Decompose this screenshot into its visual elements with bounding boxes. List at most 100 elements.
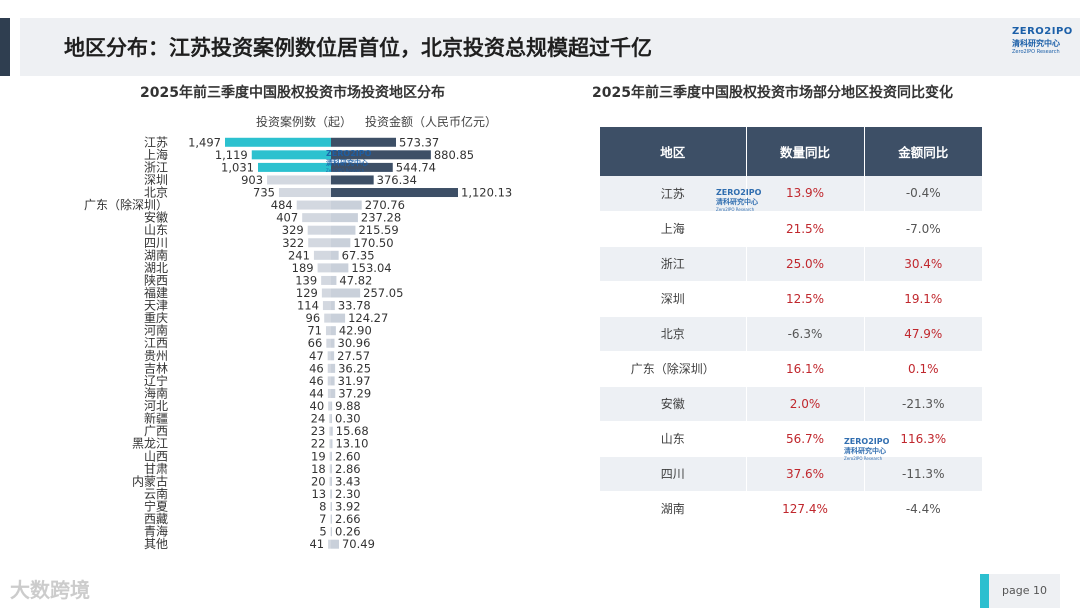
category-label: 安徽: [144, 210, 168, 225]
count-bar: [302, 213, 331, 223]
amount-data-label: 2.60: [335, 449, 361, 463]
category-label: 浙江: [144, 160, 168, 174]
region-cell: 四川: [600, 456, 747, 492]
count-bar: [329, 414, 331, 424]
header-count-yoy: 数量同比: [746, 127, 865, 176]
count-data-label: 24: [311, 412, 326, 426]
category-label: 贵州: [144, 349, 168, 363]
count-bar: [330, 502, 332, 512]
legend-count: 投资案例数（起）: [256, 115, 353, 129]
amount-bar: [331, 514, 332, 524]
amount-data-label: 31.97: [338, 374, 371, 388]
amount-yoy-cell: -4.4%: [864, 491, 982, 527]
count-bar: [257, 162, 331, 172]
region-cell: 上海: [600, 211, 747, 247]
count-data-label: 96: [306, 311, 321, 325]
page-title: 地区分布：江苏投资案例数位居首位，北京投资总规模超过千亿: [64, 36, 652, 60]
amount-bar: [331, 326, 336, 336]
count-yoy-cell: 16.1%: [746, 351, 865, 387]
category-label: 北京: [144, 186, 168, 200]
amount-data-label: 27.57: [337, 349, 370, 363]
header-region: 地区: [600, 127, 747, 176]
amount-bar: [331, 301, 335, 311]
amount-yoy-cell: 116.3%: [864, 421, 982, 457]
table-header-row: 地区 数量同比 金额同比: [600, 127, 982, 176]
count-data-label: 41: [309, 537, 324, 551]
region-cell: 安徽: [600, 386, 747, 422]
title-background: [20, 18, 1080, 76]
amount-bar: [331, 200, 362, 210]
count-yoy-cell: 12.5%: [746, 281, 865, 317]
amount-data-label: 376.34: [377, 173, 417, 187]
amount-yoy-cell: -7.0%: [864, 211, 982, 247]
count-bar: [329, 464, 331, 474]
region-bar-chart: 江苏 1,497 573.37 上海 1,119 880.85 浙江 1,031 544.74 深…: [84, 135, 512, 551]
left-chart-title: 2025年前三季度中国股权投资市场投资地区分布: [140, 85, 445, 101]
right-chart-title: 2025年前三季度中国股权投资市场部分地区投资同比变化: [592, 85, 953, 101]
amount-bar: [331, 250, 339, 260]
table-row: 浙江 25.0% 30.4%: [600, 246, 982, 282]
count-data-label: 735: [253, 186, 275, 200]
category-label: 上海: [144, 147, 168, 162]
watermark-text-3: Zero2IPO Research: [716, 207, 755, 212]
amount-yoy-cell: 47.9%: [864, 316, 982, 352]
watermark-text-2: 清科研究中心: [844, 447, 886, 455]
title-bar: 地区分布：江苏投资案例数位居首位，北京投资总规模超过千亿 ZERO2IPO 清科…: [0, 18, 1080, 76]
header-amount-yoy: 金额同比: [864, 127, 982, 176]
amount-bar: [331, 414, 332, 424]
count-data-label: 46: [309, 361, 324, 375]
count-data-label: 114: [297, 299, 319, 313]
count-bar: [326, 338, 331, 348]
amount-bar: [331, 225, 356, 235]
amount-data-label: 1,120.13: [461, 186, 512, 200]
amount-bar: [331, 476, 332, 486]
amount-bar: [331, 376, 335, 386]
amount-data-label: 2.86: [335, 462, 361, 476]
watermark-logo-3: ZERO2IPO 清科研究中心 Zero2IPO Research: [326, 149, 378, 183]
count-data-label: 139: [295, 273, 317, 287]
region-cell: 广东（除深圳）: [600, 351, 747, 387]
category-label: 陕西: [144, 272, 168, 287]
amount-bar: [331, 388, 336, 398]
category-label: 四川: [144, 236, 168, 250]
table-row: 山东 56.7% 116.3%: [600, 421, 982, 457]
amount-data-label: 237.28: [361, 211, 401, 225]
watermark-text-1: ZERO2IPO: [326, 149, 372, 158]
amount-bar: [331, 288, 361, 298]
amount-bar: [331, 313, 346, 323]
count-bar: [330, 489, 332, 499]
region-cell: 浙江: [600, 246, 747, 282]
amount-bar: [331, 439, 333, 449]
watermark-text-3: Zero2IPO Research: [844, 456, 883, 461]
count-data-label: 44: [309, 386, 324, 400]
count-data-label: 484: [271, 198, 293, 212]
count-bar: [329, 451, 331, 461]
count-bar: [321, 288, 331, 298]
count-bar: [329, 439, 331, 449]
page-accent: [980, 574, 989, 608]
amount-yoy-cell: -0.4%: [864, 176, 982, 212]
count-data-label: 23: [311, 424, 326, 438]
amount-data-label: 9.88: [335, 399, 361, 413]
table-row: 上海 21.5% -7.0%: [600, 211, 982, 247]
amount-bar: [331, 137, 397, 147]
category-label: 湖北: [144, 260, 168, 275]
amount-bar: [331, 275, 337, 285]
amount-data-label: 573.37: [399, 135, 439, 149]
count-bar: [327, 376, 331, 386]
count-data-label: 241: [288, 248, 310, 262]
count-data-label: 5: [319, 525, 326, 539]
count-bar: [296, 200, 331, 210]
amount-bar: [331, 188, 458, 198]
count-bar: [328, 539, 331, 549]
count-data-label: 329: [282, 223, 304, 237]
watermark-text-1: ZERO2IPO: [844, 437, 890, 446]
count-data-label: 8: [319, 500, 326, 514]
region-cell: 北京: [600, 316, 747, 352]
region-cell: 湖南: [600, 491, 747, 527]
count-bar: [278, 188, 331, 198]
watermark-text-1: ZERO2IPO: [716, 188, 762, 197]
count-yoy-cell: -6.3%: [746, 316, 865, 352]
count-data-label: 71: [307, 324, 322, 338]
count-bar: [317, 263, 331, 273]
